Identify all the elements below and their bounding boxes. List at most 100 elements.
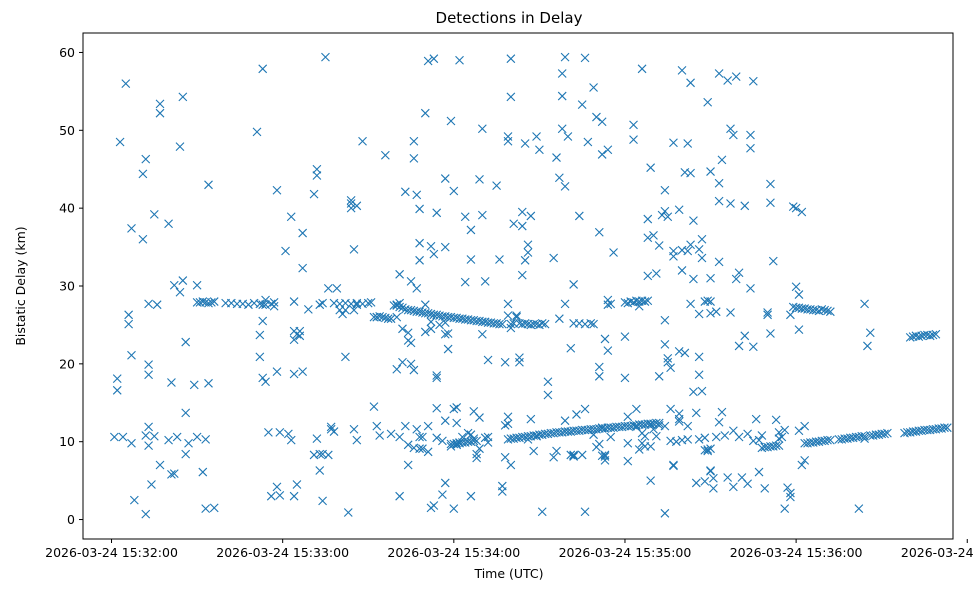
- data-point-marker: [318, 298, 327, 308]
- data-point-marker: [406, 276, 416, 286]
- data-point-marker: [706, 466, 715, 475]
- data-point-marker: [403, 460, 413, 470]
- data-point-marker: [677, 266, 687, 275]
- data-point-marker: [583, 137, 593, 147]
- data-point-marker: [649, 231, 658, 240]
- data-point-marker: [289, 297, 299, 306]
- data-point-marker: [406, 305, 416, 315]
- data-point-marker: [477, 124, 487, 134]
- data-point-marker: [298, 228, 308, 238]
- data-point-marker: [654, 241, 664, 250]
- data-point-marker: [660, 206, 670, 216]
- data-point-marker: [594, 439, 604, 449]
- data-point-marker: [669, 138, 678, 148]
- data-point-marker: [800, 421, 810, 431]
- y-tick-label: 60: [59, 45, 75, 60]
- data-point-marker: [674, 409, 684, 419]
- data-point-marker: [372, 312, 382, 322]
- data-point-marker: [537, 507, 547, 517]
- data-point-marker: [743, 479, 753, 489]
- data-point-marker: [700, 445, 710, 455]
- data-point-marker: [415, 238, 424, 248]
- data-point-marker: [127, 350, 136, 360]
- plot-area-frame: [82, 32, 954, 540]
- data-point-marker: [366, 297, 376, 307]
- data-point-marker: [757, 431, 767, 440]
- data-point-marker: [167, 378, 176, 387]
- data-point-marker: [572, 410, 581, 419]
- data-point-marker: [646, 476, 656, 486]
- data-point-marker: [694, 434, 704, 444]
- data-point-marker: [189, 380, 199, 390]
- data-point-marker: [426, 317, 436, 327]
- data-point-marker: [409, 136, 419, 146]
- data-point-marker: [825, 307, 835, 317]
- data-point-marker: [432, 373, 442, 383]
- data-point-marker: [423, 447, 433, 457]
- data-point-marker: [198, 467, 208, 477]
- data-point-marker: [449, 504, 459, 514]
- data-point-marker: [594, 362, 604, 372]
- x-tick-label: 2026-03-24 15:36:00: [730, 545, 863, 560]
- data-point-marker: [823, 435, 832, 445]
- data-point-marker: [686, 240, 695, 250]
- data-point-marker: [706, 273, 715, 283]
- data-point-marker: [440, 416, 450, 426]
- data-point-marker: [700, 433, 710, 443]
- data-point-marker: [286, 212, 296, 222]
- data-point-marker: [523, 248, 533, 257]
- data-point-marker: [669, 460, 678, 470]
- data-point-marker: [398, 303, 407, 313]
- data-point-marker: [497, 319, 507, 329]
- data-point-marker: [560, 181, 570, 191]
- data-point-marker: [204, 180, 213, 190]
- data-point-marker: [415, 432, 424, 442]
- data-point-marker: [517, 270, 527, 280]
- data-point-marker: [574, 211, 584, 221]
- data-point-marker: [677, 65, 687, 75]
- data-point-marker: [794, 426, 804, 436]
- data-point-marker: [469, 434, 479, 443]
- data-point-marker: [797, 460, 807, 470]
- y-axis-title: Bistatic Delay (km): [13, 226, 28, 345]
- data-point-marker: [266, 491, 276, 501]
- data-point-marker: [589, 83, 598, 92]
- data-point-marker: [566, 450, 576, 460]
- data-point-marker: [740, 331, 750, 341]
- data-point-marker: [403, 328, 413, 338]
- data-point-marker: [500, 420, 510, 430]
- data-point-marker: [880, 429, 889, 439]
- data-point-marker: [666, 363, 675, 373]
- data-point-marker: [372, 421, 382, 431]
- data-point-marker: [261, 377, 270, 387]
- data-point-marker: [289, 491, 299, 501]
- data-point-marker: [506, 460, 516, 470]
- data-point-marker: [503, 136, 513, 146]
- data-point-marker: [503, 299, 513, 309]
- data-point-marker: [694, 370, 704, 380]
- data-point-marker: [440, 174, 450, 183]
- data-point-marker: [503, 412, 513, 422]
- data-point-marker: [748, 342, 758, 352]
- data-point-marker: [865, 328, 875, 338]
- data-point-marker: [112, 374, 122, 384]
- data-point-marker: [495, 255, 504, 264]
- data-point-marker: [415, 307, 424, 317]
- data-point-marker: [549, 253, 559, 263]
- data-point-marker: [483, 355, 493, 365]
- data-point-marker: [415, 255, 424, 265]
- data-point-marker: [663, 357, 673, 367]
- x-tick-label: 2026-03-24 15:32:00: [45, 545, 178, 560]
- data-point-marker: [543, 390, 553, 400]
- data-point-marker: [931, 329, 941, 339]
- data-point-marker: [506, 92, 516, 102]
- data-point-marker: [363, 298, 373, 308]
- data-point-marker: [774, 434, 784, 443]
- data-point-marker: [726, 124, 735, 134]
- data-point-marker: [651, 269, 661, 278]
- data-point-marker: [686, 78, 695, 88]
- data-point-marker: [289, 369, 299, 379]
- data-point-marker: [560, 416, 570, 426]
- data-point-marker: [820, 305, 830, 315]
- data-point-marker: [443, 344, 453, 354]
